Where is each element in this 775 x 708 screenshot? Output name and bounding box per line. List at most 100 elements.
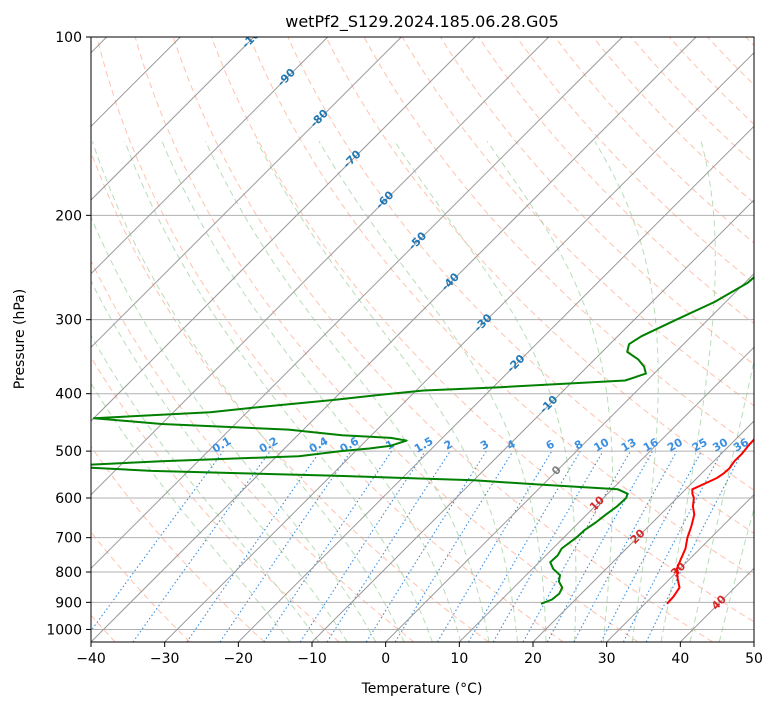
dry-adiabat xyxy=(91,356,340,642)
moist-adiabat xyxy=(91,382,291,642)
dry-adiabat xyxy=(592,37,754,204)
mixing-ratio-label: 0.1 xyxy=(210,435,233,456)
moist-adiabat xyxy=(91,141,405,642)
x-tick-label: −40 xyxy=(76,651,106,667)
dry-adiabat xyxy=(478,37,754,325)
mixing-ratio-line xyxy=(522,450,631,642)
isotherm xyxy=(311,199,754,642)
mixing-ratio-line xyxy=(263,450,393,642)
dry-adiabat xyxy=(211,37,754,623)
x-tick-label: −30 xyxy=(150,651,180,667)
isotherm xyxy=(458,346,754,642)
moist-adiabat xyxy=(594,141,659,642)
mixing-ratio-label: 25 xyxy=(690,436,710,455)
mixing-ratio-lines xyxy=(91,450,744,642)
dry-adiabat xyxy=(249,37,754,578)
mixing-ratio-label: 1.5 xyxy=(412,435,435,456)
x-tick-label: 10 xyxy=(450,651,468,667)
pressure-gridlines xyxy=(91,37,754,630)
profile-series xyxy=(91,275,754,605)
isotherm xyxy=(91,37,255,201)
x-axis: −40 −30 −20 −10 0 10 20 30 40 50 xyxy=(76,642,763,667)
mixing-ratio-line xyxy=(91,450,224,632)
mixing-ratio-label: 2 xyxy=(442,438,455,453)
moist-adiabat xyxy=(689,358,754,642)
isotherm xyxy=(164,51,754,642)
isotherm xyxy=(606,493,754,642)
mixing-ratio-line xyxy=(365,450,487,642)
x-axis-label: Temperature (°C) xyxy=(361,681,483,697)
isotherm xyxy=(91,37,329,275)
mixing-ratio-labels: 0.1 0.2 0.4 0.6 1 1.5 2 3 4 6 8 10 13 16 20 25 30 36 xyxy=(210,434,751,455)
mixing-ratio-line xyxy=(573,450,678,642)
moist-adiabat xyxy=(318,141,547,642)
dry-adiabat xyxy=(96,37,564,642)
moist-adiabat xyxy=(205,141,490,642)
dry-adiabat xyxy=(91,259,415,642)
dry-adiabat xyxy=(745,37,754,47)
dry-adiabat xyxy=(91,531,191,642)
moist-adiabats xyxy=(91,141,754,642)
mixing-ratio-label: 6 xyxy=(544,437,557,452)
mixing-ratio-label: 30 xyxy=(710,435,730,454)
x-tick-label: 20 xyxy=(524,651,542,667)
mixing-ratio-label: 3 xyxy=(478,438,491,453)
dewpoint-line xyxy=(91,275,754,605)
temperature-line xyxy=(666,438,754,605)
dry-adiabat xyxy=(325,37,754,491)
moist-adiabat xyxy=(256,141,518,642)
x-tick-label: 30 xyxy=(598,651,616,667)
y-axis: 100 200 300 400 500 600 700 800 900 1000 xyxy=(46,30,91,638)
chart-title: wetPf2_S129.2024.185.06.28.G05 xyxy=(285,12,559,32)
x-tick-label: −10 xyxy=(297,651,327,667)
dry-adiabat xyxy=(172,37,713,642)
isotherm xyxy=(753,641,754,642)
isotherm xyxy=(91,37,623,570)
plot-frame xyxy=(90,36,755,643)
dry-adiabat xyxy=(134,37,639,642)
isotherm xyxy=(91,37,402,349)
mixing-ratio-line xyxy=(219,450,352,642)
isotherm xyxy=(91,37,550,496)
mixing-ratio-line xyxy=(394,450,514,642)
moist-adiabat xyxy=(91,334,320,642)
isotherm-label: 40 xyxy=(709,592,729,612)
isotherms xyxy=(91,37,754,642)
isotherm xyxy=(237,125,754,642)
dry-adiabat xyxy=(401,37,754,407)
dry-adiabat xyxy=(630,37,754,165)
mixing-ratio-line xyxy=(468,450,581,642)
x-tick-label: −20 xyxy=(224,651,254,667)
y-tick-label: 200 xyxy=(55,208,82,224)
y-tick-label: 1000 xyxy=(46,622,82,638)
moist-adiabat xyxy=(394,141,577,642)
mixing-ratio-label: 0.6 xyxy=(338,434,362,455)
mixing-ratio-line xyxy=(132,450,271,642)
mixing-ratio-line xyxy=(299,450,426,642)
plot-area: -100-90-80-70-60-50-40-30-20-10010203040… xyxy=(91,37,754,642)
moist-adiabat xyxy=(91,215,377,642)
y-tick-label: 900 xyxy=(55,595,82,611)
x-tick-label: 40 xyxy=(671,651,689,667)
y-tick-label: 700 xyxy=(55,531,82,547)
moist-adiabat xyxy=(161,141,462,642)
y-tick-label: 600 xyxy=(55,491,82,507)
isotherm xyxy=(91,37,476,422)
mixing-ratio-line xyxy=(186,450,321,642)
isotherm xyxy=(532,420,754,642)
dry-adiabats xyxy=(91,37,754,642)
x-tick-label: 50 xyxy=(745,651,763,667)
isotherm-label: 10 xyxy=(587,493,607,513)
moist-adiabat xyxy=(718,506,754,642)
y-axis-label: Pressure (hPa) xyxy=(12,289,28,389)
y-tick-label: 100 xyxy=(55,30,82,46)
mixing-ratio-label: 10 xyxy=(591,435,611,454)
dry-adiabat xyxy=(91,445,265,642)
y-tick-label: 300 xyxy=(55,313,82,329)
isotherm xyxy=(385,272,754,642)
dry-adiabat xyxy=(554,37,754,244)
dry-adiabat xyxy=(516,37,754,284)
isotherm xyxy=(91,37,697,642)
y-tick-label: 400 xyxy=(55,387,82,403)
